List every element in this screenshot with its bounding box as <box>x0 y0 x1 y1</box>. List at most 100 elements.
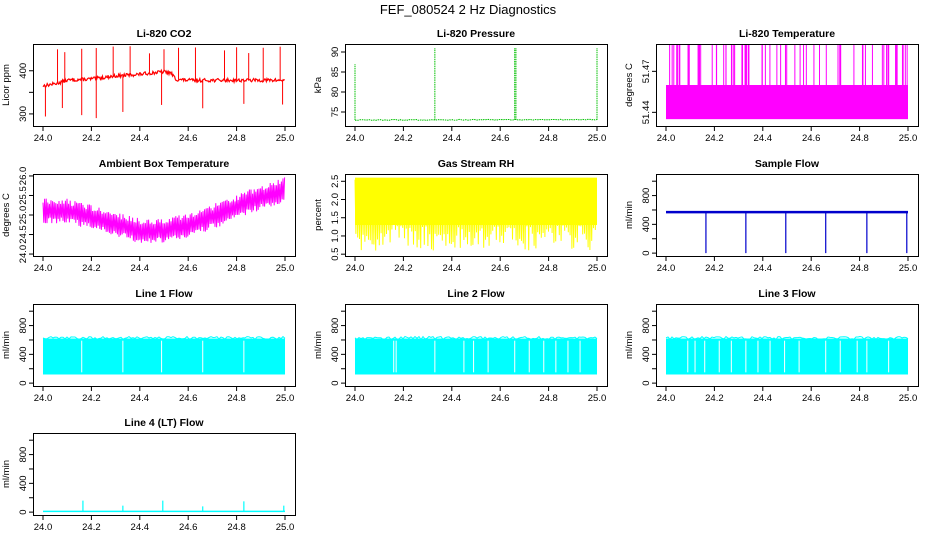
x-tick-label: 24.2 <box>82 133 101 144</box>
y-tick-label: 24.0 <box>18 245 29 263</box>
panel-title: Line 3 Flow <box>758 288 816 300</box>
x-tick-label: 24.4 <box>754 133 773 144</box>
y-axis: 0.5 1.0 1.5 2.0 2.5 <box>330 175 346 261</box>
y-tick-label: 2.0 <box>330 193 341 206</box>
series-line <box>42 335 286 341</box>
y-tick-label: 80 <box>330 87 341 98</box>
x-tick-label: 24.4 <box>131 522 150 533</box>
y-tick-label: 800 <box>330 318 341 334</box>
y-axis: 0 400 800 <box>330 310 346 386</box>
y-axis-label: ml/min <box>1 460 12 488</box>
data-series-pressure <box>354 48 598 121</box>
x-tick-label: 24.2 <box>82 393 101 404</box>
panel-title: Ambient Box Temperature <box>99 158 230 170</box>
panel-line2: Line 2 Flow ml/min 24.0 24.2 24.4 24.6 24.8 25.… <box>313 288 608 404</box>
figure-title: FEF_080524 2 Hz Diagnostics <box>379 2 557 17</box>
y-tick-label: 800 <box>18 447 29 463</box>
x-tick-label: 24.4 <box>443 263 462 274</box>
series-line <box>355 118 597 121</box>
y-axis-label: ml/min <box>313 331 324 359</box>
panel-title: Line 1 Flow <box>135 288 193 300</box>
y-tick-label: 0.5 <box>330 248 341 261</box>
x-axis: 24.0 24.2 24.4 24.6 24.8 25.0 <box>34 126 294 144</box>
x-tick-label: 24.6 <box>802 263 821 274</box>
y-axis: 0 400 800 <box>18 439 34 515</box>
x-tick-label: 24.4 <box>754 393 773 404</box>
y-tick-label: 300 <box>18 106 29 122</box>
y-tick-label: 2.5 <box>330 175 341 188</box>
x-tick-label: 24.0 <box>346 133 365 144</box>
plot-box <box>345 44 608 127</box>
y-tick-label: 0 <box>641 250 652 255</box>
x-tick-label: 24.2 <box>394 263 413 274</box>
y-tick-label: 800 <box>641 318 652 334</box>
x-tick-label: 25.0 <box>588 263 607 274</box>
plot-box <box>33 433 296 516</box>
y-tick-label: 0 <box>641 380 652 385</box>
x-axis: 24.0 24.2 24.4 24.6 24.8 25.0 <box>657 386 918 404</box>
x-axis: 24.0 24.2 24.4 24.6 24.8 25.0 <box>657 126 918 144</box>
x-tick-label: 24.6 <box>491 263 510 274</box>
series-line <box>42 177 286 243</box>
y-axis-label: kPa <box>313 76 324 93</box>
y-tick-label: 25.0 <box>18 206 29 225</box>
x-axis: 24.0 24.2 24.4 24.6 24.8 25.0 <box>34 386 294 404</box>
y-tick-label: 51.47 <box>641 59 652 83</box>
data-series-ambient <box>42 177 286 243</box>
y-axis: 0 400 800 <box>18 310 34 386</box>
x-axis: 24.0 24.2 24.4 24.6 24.8 25.0 <box>346 386 606 404</box>
data-series-line2 <box>354 335 598 375</box>
x-tick-label: 24.0 <box>346 263 365 274</box>
panel-title: Li-820 Pressure <box>437 28 515 40</box>
y-axis-label: degrees C <box>624 63 635 107</box>
y-tick-label: 24.5 <box>18 225 29 244</box>
series-band <box>666 85 908 120</box>
x-axis: 24.0 24.2 24.4 24.6 24.8 25.0 <box>346 126 607 144</box>
data-series-sample <box>666 210 908 254</box>
y-axis-label: ml/min <box>624 331 635 359</box>
y-tick-label: 400 <box>641 216 652 232</box>
y-tick-label: 0 <box>18 380 29 385</box>
y-axis-label: degrees C <box>1 193 12 237</box>
x-tick-label: 25.0 <box>899 393 918 404</box>
plot-box <box>656 174 919 257</box>
x-axis: 24.0 24.2 24.4 24.6 24.8 25.0 <box>34 256 294 274</box>
panel-line1: Line 1 Flow ml/min 24.0 24.2 24.4 24.6 24.8 25.… <box>1 288 296 404</box>
panel-title: Li-820 CO2 <box>137 28 192 40</box>
x-tick-label: 25.0 <box>588 133 607 144</box>
y-tick-label: 400 <box>18 63 29 79</box>
x-tick-label: 24.0 <box>346 393 365 404</box>
data-series-line1 <box>42 335 286 375</box>
x-tick-label: 24.8 <box>850 133 869 144</box>
x-tick-label: 24.8 <box>539 263 558 274</box>
x-tick-label: 24.4 <box>131 263 150 274</box>
panel-line3: Line 3 Flow ml/min 24.0 24.2 24.4 24.6 24.8 25.… <box>624 288 919 404</box>
x-tick-label: 24.0 <box>34 393 53 404</box>
series-line <box>665 335 909 341</box>
plot-box <box>656 44 919 127</box>
x-tick-label: 24.4 <box>443 133 462 144</box>
y-tick-label: 0 <box>330 380 341 385</box>
y-axis-label: ml/min <box>1 331 12 359</box>
x-tick-label: 24.0 <box>657 263 676 274</box>
y-axis: 300 400 <box>18 63 34 122</box>
x-tick-label: 25.0 <box>899 133 918 144</box>
x-tick-label: 24.8 <box>850 393 869 404</box>
y-axis-label: ml/min <box>624 201 635 229</box>
series-band <box>355 338 597 375</box>
x-tick-label: 24.4 <box>131 133 150 144</box>
panel-sample: Sample Flow ml/min 24.0 24.2 24.4 24.6 24.8 25.… <box>624 158 919 274</box>
y-axis-label: percent <box>313 199 324 231</box>
x-tick-label: 24.2 <box>705 263 724 274</box>
y-tick-label: 26.0 <box>18 167 29 186</box>
series-line <box>354 335 598 341</box>
y-tick-label: 90 <box>330 47 341 58</box>
x-tick-label: 24.2 <box>394 133 413 144</box>
y-tick-label: 75 <box>330 107 341 118</box>
y-tick-label: 1.5 <box>330 211 341 224</box>
y-axis: 0 400 800 <box>641 310 657 386</box>
